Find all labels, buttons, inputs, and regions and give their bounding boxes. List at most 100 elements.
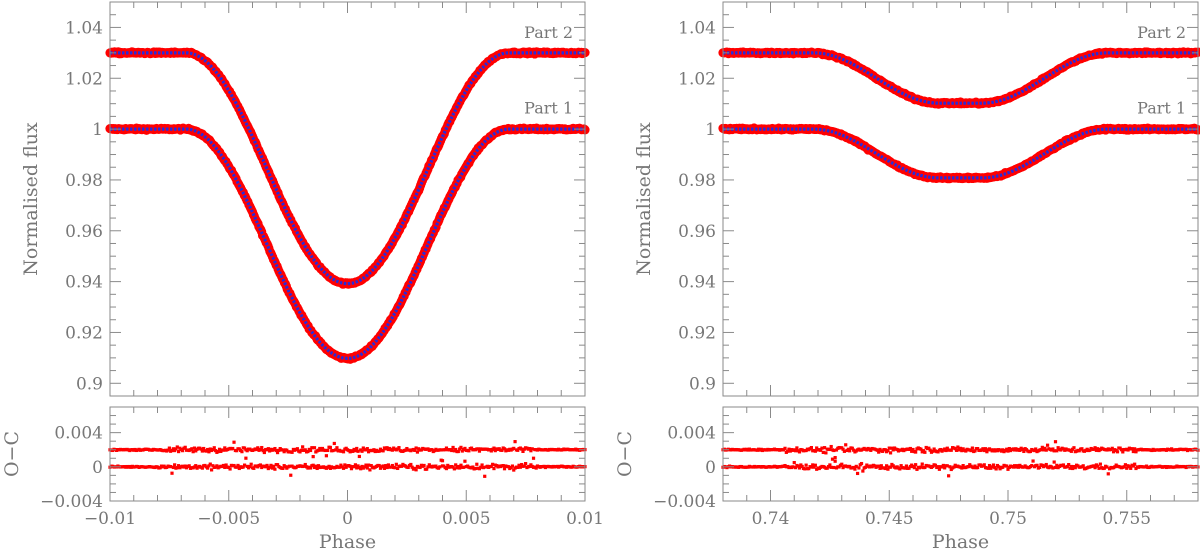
residual-point <box>377 463 381 468</box>
residual-point <box>1093 466 1097 470</box>
residual-point <box>820 446 824 450</box>
residual-point <box>206 447 210 452</box>
residual-point <box>1069 449 1073 453</box>
residual-point <box>830 457 835 461</box>
residual-point <box>787 447 791 451</box>
resid-y-tick-label: 0 <box>92 458 103 478</box>
model-line-part-2 <box>110 51 585 286</box>
residual-point <box>829 465 833 469</box>
residual-point <box>223 465 227 470</box>
residual-point <box>786 449 790 453</box>
residual-point <box>869 448 873 452</box>
residual-point <box>966 464 971 469</box>
residual-point <box>903 466 907 470</box>
observed-points <box>718 47 1200 184</box>
x-tick-label: 0.75 <box>989 509 1027 529</box>
residual-point <box>252 466 256 470</box>
residual-plot-area <box>721 440 1200 478</box>
residual-point <box>266 447 270 451</box>
residual-point <box>811 463 815 467</box>
residual-point <box>166 448 170 452</box>
residual-point <box>249 462 253 466</box>
residual-point <box>809 465 813 469</box>
residual-point <box>183 464 187 468</box>
residual-point <box>1055 463 1059 467</box>
residual-point <box>910 449 914 453</box>
residual-point <box>211 464 215 468</box>
x-tick-label: 0.005 <box>442 509 491 529</box>
residual-point <box>491 462 495 466</box>
residual-point <box>215 464 219 468</box>
residual-point <box>212 446 216 450</box>
residual-point <box>883 466 887 471</box>
residual-point <box>1080 447 1084 451</box>
residual-point <box>353 449 358 453</box>
x-tick-label: 0 <box>342 509 353 529</box>
main-frame <box>109 1 586 397</box>
residual-point <box>945 446 949 450</box>
residual-point <box>841 447 845 451</box>
residual-point <box>281 466 285 471</box>
residual-point <box>919 465 923 469</box>
residual-point <box>385 465 389 470</box>
residual-point <box>361 446 365 450</box>
residual-point <box>339 463 343 467</box>
observed-series-part-1 <box>105 123 590 364</box>
residual-point <box>381 464 385 468</box>
residual-point <box>403 448 408 452</box>
residual-point <box>175 466 179 470</box>
residual-point <box>277 448 281 452</box>
residual-point <box>200 466 204 470</box>
residual-point <box>235 449 239 453</box>
residual-point <box>512 446 516 450</box>
residual-point <box>213 449 218 453</box>
residual-point <box>983 447 988 451</box>
residual-point <box>518 465 522 469</box>
residual-point <box>881 449 885 453</box>
y-tick-label: 1.04 <box>678 18 716 38</box>
series-label-part-2: Part 2 <box>1137 23 1186 42</box>
residual-point <box>911 447 915 452</box>
residual-point <box>463 459 467 463</box>
y-tick-label: 0.94 <box>65 273 103 293</box>
residual-point <box>1018 448 1022 452</box>
residual-point <box>1028 449 1033 454</box>
residual-series-part-2 <box>108 440 587 463</box>
y-tick-label: 0.92 <box>678 324 716 344</box>
residual-point <box>919 447 923 451</box>
residual-point <box>524 462 528 466</box>
residual-point <box>986 466 990 470</box>
residual-point <box>795 446 799 450</box>
residual-point <box>1123 463 1128 467</box>
observed-series-part-1 <box>718 123 1200 184</box>
residual-point <box>434 464 438 468</box>
residual-point <box>793 466 798 470</box>
series-label-part-1: Part 1 <box>1137 99 1186 118</box>
residual-point <box>824 451 828 455</box>
residual-point <box>947 474 951 478</box>
residual-point <box>493 449 497 453</box>
residual-point <box>352 465 356 469</box>
residual-point <box>522 464 526 468</box>
x-tick-label: 0.01 <box>566 509 604 529</box>
residual-point <box>175 445 179 449</box>
residual-point <box>275 463 280 467</box>
residual-point <box>458 447 462 451</box>
residual-point <box>531 456 536 460</box>
residual-point <box>1126 448 1130 452</box>
residual-point <box>237 466 241 471</box>
residual-point <box>1111 450 1116 454</box>
residual-point <box>365 466 369 470</box>
residual-point <box>797 466 802 470</box>
residual-point <box>877 450 881 454</box>
residual-point <box>1065 464 1069 469</box>
residual-point <box>316 448 321 452</box>
residual-point <box>364 463 368 467</box>
residual-point <box>891 448 895 452</box>
residual-point <box>173 448 177 453</box>
x-axis-label: Phase <box>319 531 376 552</box>
residual-point <box>1069 464 1073 469</box>
residual-point <box>440 459 445 463</box>
residual-point <box>211 447 215 452</box>
residual-point <box>390 463 394 468</box>
